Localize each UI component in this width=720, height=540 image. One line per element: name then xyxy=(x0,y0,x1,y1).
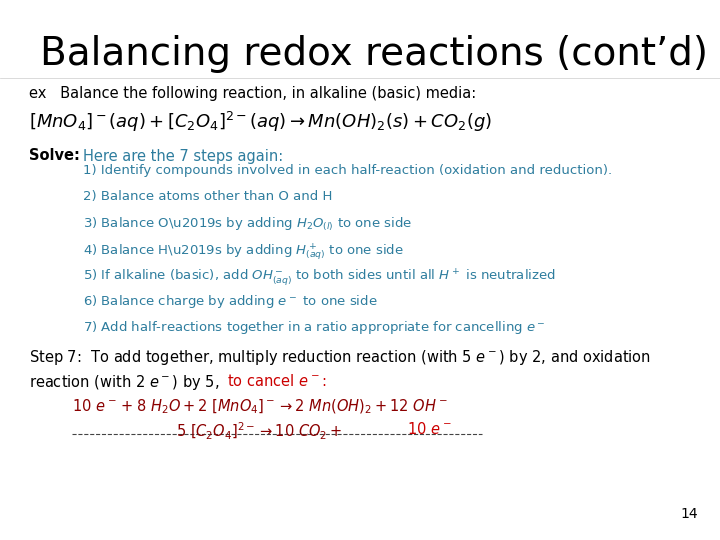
Text: Solve:: Solve: xyxy=(29,148,85,164)
Text: 3) Balance O\u2019s by adding $H_2O_{(l)}$ to one side: 3) Balance O\u2019s by adding $H_2O_{(l)… xyxy=(83,215,412,233)
Text: 7) Add half-reactions together in a ratio appropriate for cancelling $e^-$: 7) Add half-reactions together in a rati… xyxy=(83,319,545,336)
Text: Here are the 7 steps again:: Here are the 7 steps again: xyxy=(83,148,283,164)
Text: $[MnO_4]^-(aq) + [C_2O_4]^{2-}(aq) \rightarrow Mn(OH)_2(s) + CO_2(g)$: $[MnO_4]^-(aq) + [C_2O_4]^{2-}(aq) \righ… xyxy=(29,110,492,134)
Text: 4) Balance H\u2019s by adding $H^+_{(aq)}$ to one side: 4) Balance H\u2019s by adding $H^+_{(aq)… xyxy=(83,241,404,262)
Text: reaction (with 2 $e^-$) by 5,: reaction (with 2 $e^-$) by 5, xyxy=(29,373,220,392)
Text: $10\ e^-$: $10\ e^-$ xyxy=(407,421,451,437)
Text: 2) Balance atoms other than O and H: 2) Balance atoms other than O and H xyxy=(83,190,332,202)
Text: Step 7:  To add together, multiply reduction reaction (with 5 $e^-$) by 2, and o: Step 7: To add together, multiply reduct… xyxy=(29,348,651,367)
Text: $10\ e^- + 8\ H_2O + 2\ [MnO_4]^- \rightarrow 2\ Mn(OH)_2 + 12\ OH^-$: $10\ e^- + 8\ H_2O + 2\ [MnO_4]^- \right… xyxy=(72,398,448,416)
Text: Balancing redox reactions (cont’d): Balancing redox reactions (cont’d) xyxy=(40,35,708,73)
Text: $5\ [C_2O_4]^{2-} \rightarrow 10\ CO_2 +\ $: $5\ [C_2O_4]^{2-} \rightarrow 10\ CO_2 +… xyxy=(176,421,343,442)
Text: 1) Identify compounds involved in each half-reaction (oxidation and reduction).: 1) Identify compounds involved in each h… xyxy=(83,164,612,177)
Text: 6) Balance charge by adding $e^-$ to one side: 6) Balance charge by adding $e^-$ to one… xyxy=(83,293,377,310)
Text: ex   Balance the following reaction, in alkaline (basic) media:: ex Balance the following reaction, in al… xyxy=(29,86,476,102)
Text: to cancel $e^-$:: to cancel $e^-$: xyxy=(227,373,326,389)
Text: 14: 14 xyxy=(681,507,698,521)
Text: 5) If alkaline (basic), add $OH^-_{(aq)}$ to both sides until all $H^+$ is neutr: 5) If alkaline (basic), add $OH^-_{(aq)}… xyxy=(83,267,556,288)
